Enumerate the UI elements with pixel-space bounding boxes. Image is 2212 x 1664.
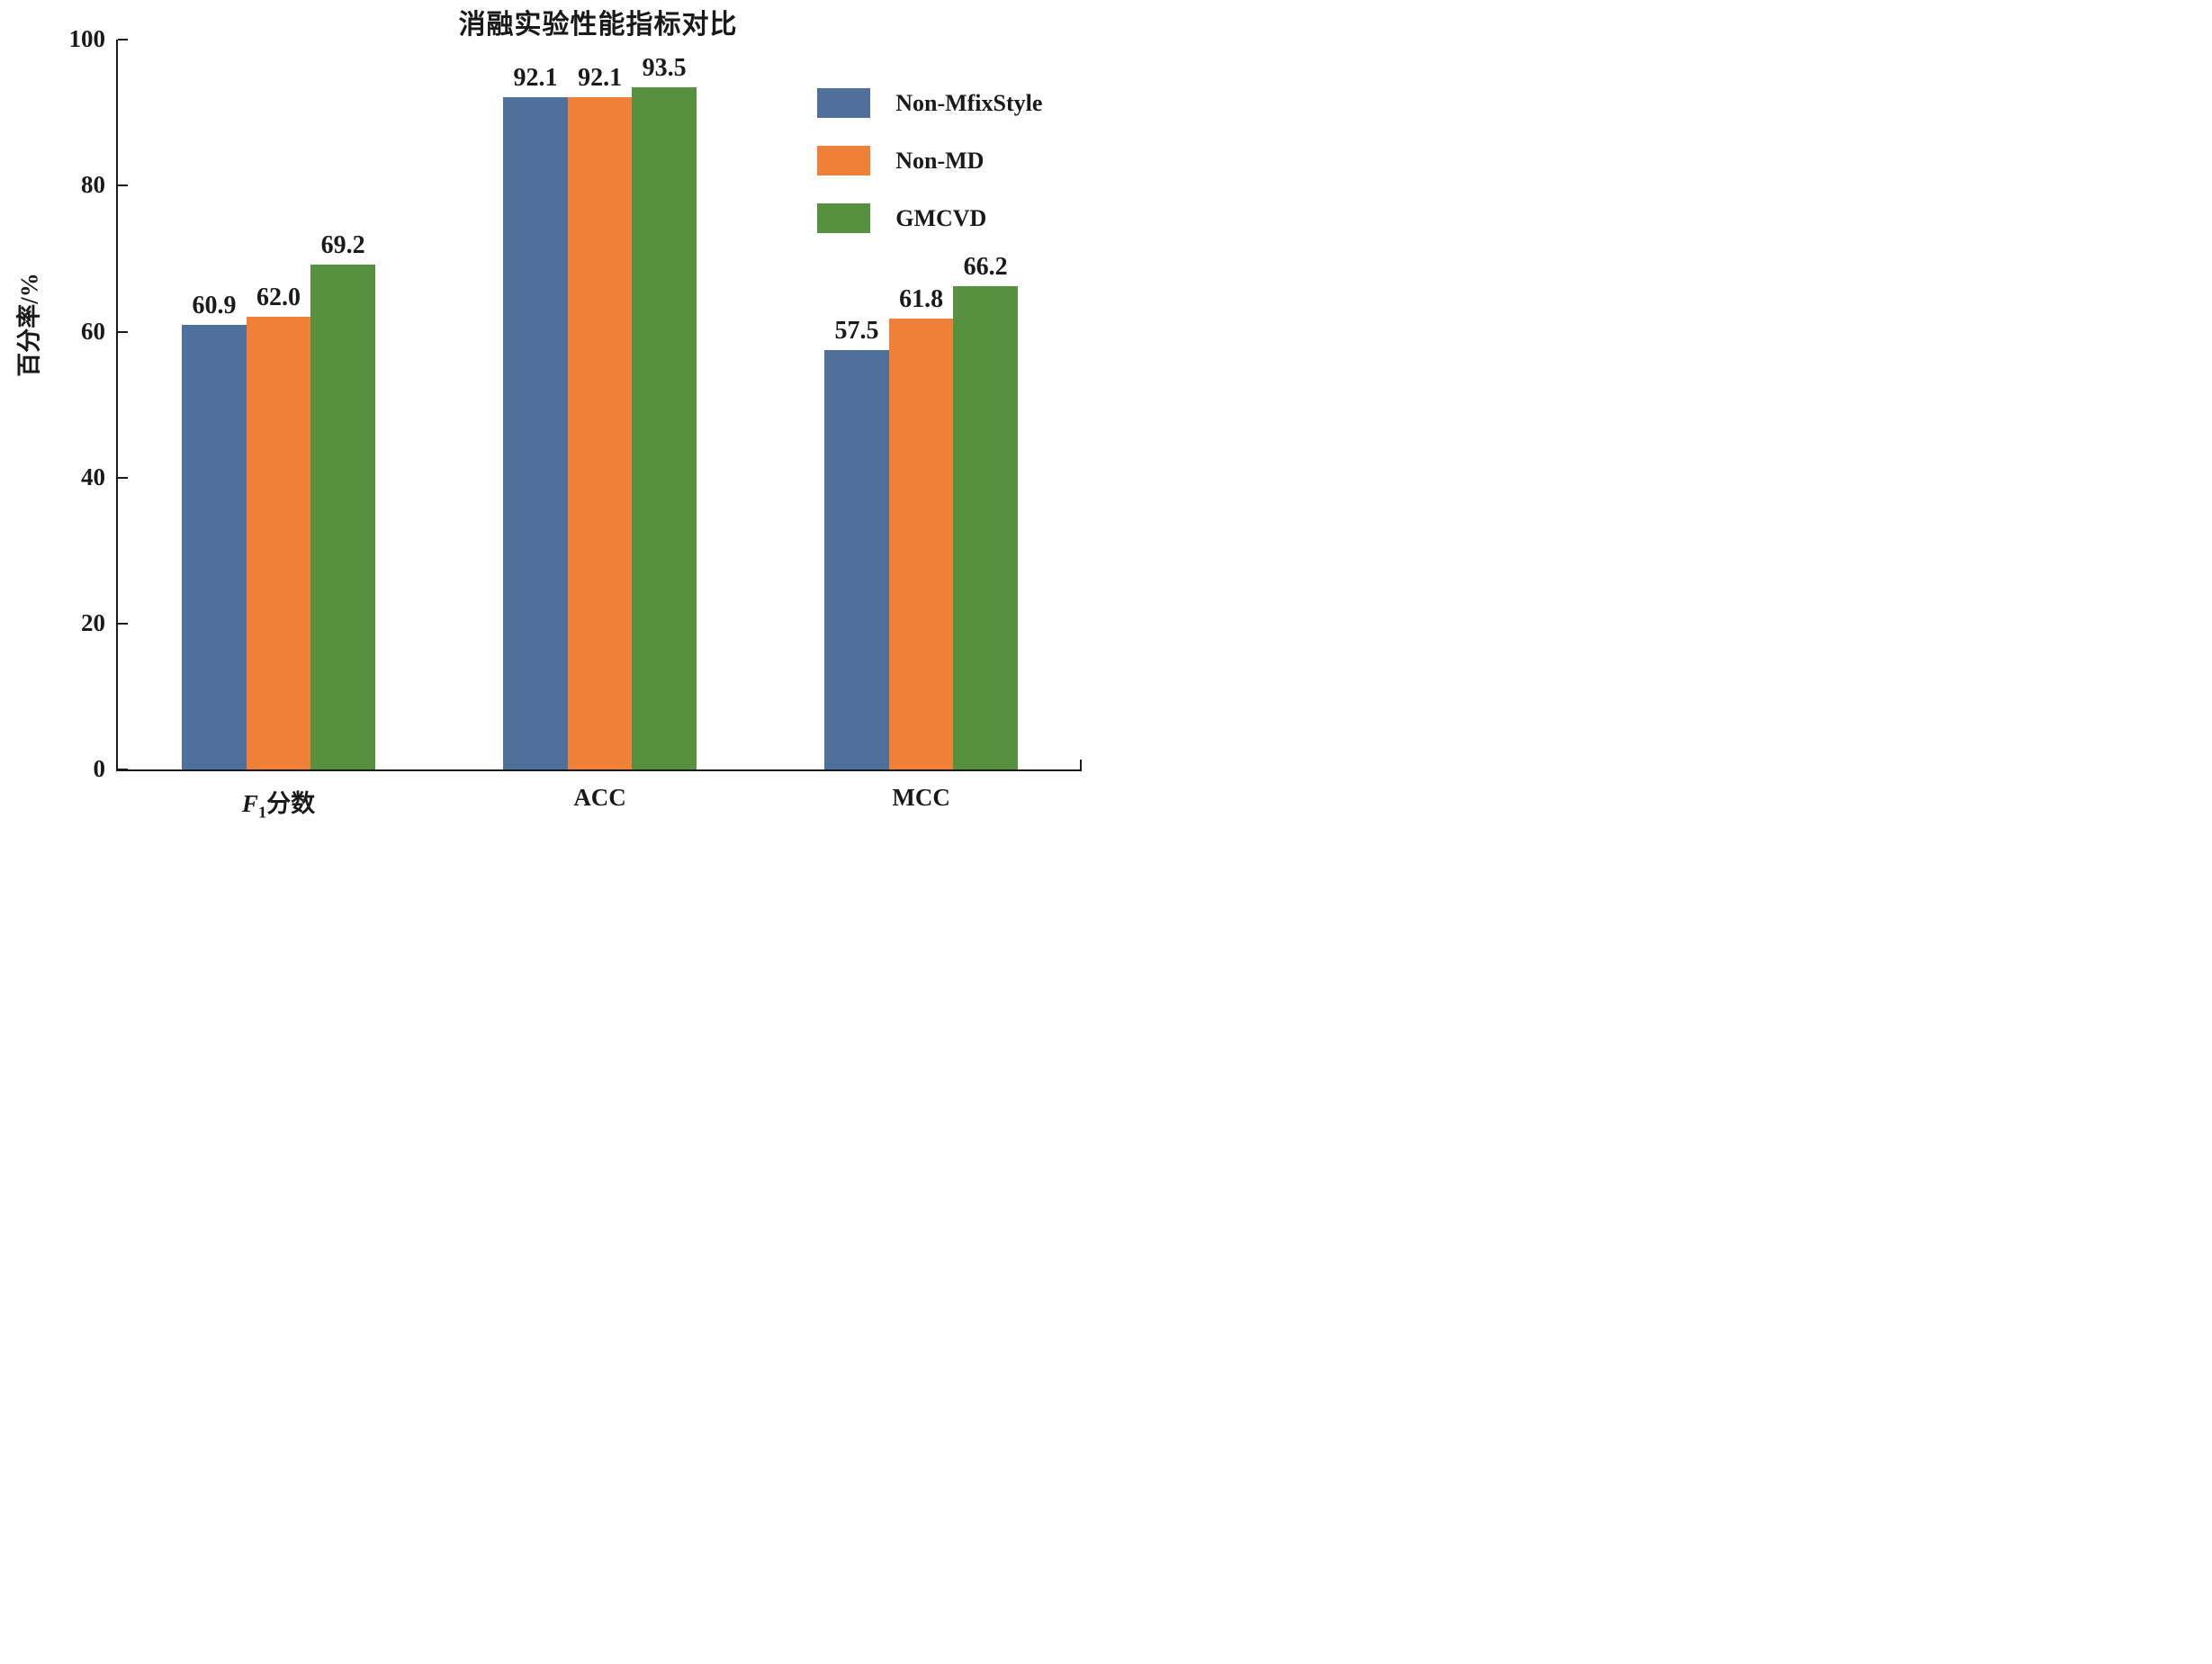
legend-label-gmcvd: GMCVD xyxy=(895,204,987,231)
bar-value-label: 66.2 xyxy=(963,253,1008,282)
bar-value-label: 92.1 xyxy=(578,64,623,93)
x-tick-label: MCC xyxy=(892,784,950,812)
x-tick-label: F1分数 xyxy=(241,790,316,822)
legend-item-non-mfixstyle: Non-MfixStyle xyxy=(817,88,1043,119)
bar-non-mfixstyle-cat1 xyxy=(503,97,568,770)
legend-item-gmcvd: GMCVD xyxy=(817,203,1042,234)
bar-value-label: 69.2 xyxy=(320,230,365,259)
y-tick-mark xyxy=(118,184,129,187)
legend-color-swatch-gmcvd xyxy=(817,203,871,234)
legend-item-non-md: Non-MD xyxy=(817,146,1042,176)
y-tick-mark xyxy=(118,769,129,771)
y-tick-label: 0 xyxy=(93,755,106,783)
legend-label-non-md: Non-MD xyxy=(895,147,985,174)
x-axis-end-tick xyxy=(1080,760,1083,770)
bar-non-md-cat1 xyxy=(567,97,633,770)
y-tick-mark xyxy=(118,330,129,333)
y-tick-label: 80 xyxy=(81,171,106,199)
y-tick-label: 40 xyxy=(81,463,106,490)
bar-value-label: 92.1 xyxy=(513,64,558,93)
bar-value-label: 61.8 xyxy=(899,284,944,313)
bar-non-mfixstyle-cat2 xyxy=(824,349,889,770)
bar-value-label: 62.0 xyxy=(256,283,301,312)
legend-color-swatch-non-mfixstyle xyxy=(817,88,871,119)
y-tick-label: 60 xyxy=(81,317,106,345)
bar-non-md-cat2 xyxy=(888,318,954,770)
bar-gmcvd-cat0 xyxy=(310,264,375,770)
bar-value-label: 60.9 xyxy=(192,292,237,320)
plot-area: 0 20 40 60 80 100 F1分数 60.9 62.0 69.2 ACC 92.1 92.1 9… xyxy=(69,27,1083,822)
bar-non-mfixstyle-cat0 xyxy=(182,325,247,770)
y-axis-label: 百分率/% xyxy=(15,272,43,377)
y-tick-label: 20 xyxy=(81,609,106,637)
y-tick-mark xyxy=(118,623,129,625)
y-tick-mark xyxy=(118,476,129,479)
legend-label-non-mfixstyle: Non-MfixStyle xyxy=(895,89,1043,116)
bar-value-label: 93.5 xyxy=(642,53,687,82)
chart-title: 消融实验性能指标对比 xyxy=(458,10,738,40)
bar-chart-figure: 消融实验性能指标对比 百分率/% 0 20 40 60 80 100 F1分数 60.9 62.… xyxy=(0,0,1106,832)
bar-non-md-cat0 xyxy=(246,317,311,770)
x-tick-label: ACC xyxy=(573,784,626,812)
legend-color-swatch-non-md xyxy=(817,146,871,176)
y-tick-label: 100 xyxy=(68,25,106,53)
legend: Non-MfixStyle Non-MD GMCVD xyxy=(817,88,1042,261)
y-tick-mark xyxy=(118,39,129,41)
bar-value-label: 57.5 xyxy=(834,316,879,345)
bar-gmcvd-cat1 xyxy=(632,86,697,770)
bar-gmcvd-cat2 xyxy=(953,286,1018,770)
